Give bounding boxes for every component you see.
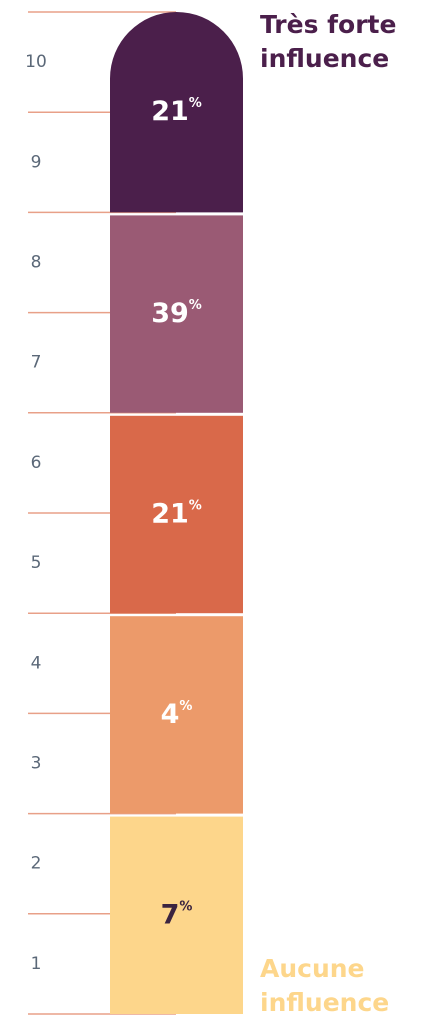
bar-segment [110, 415, 243, 614]
value-number: 21 [151, 96, 189, 127]
value-number: 4 [161, 698, 180, 729]
bar-segment [110, 616, 243, 814]
value-number: 21 [151, 498, 189, 529]
y-tick-label: 8 [31, 253, 42, 273]
value-unit: % [179, 899, 192, 914]
annotation: Très forte [260, 10, 396, 39]
y-tick-label: 7 [31, 353, 42, 373]
annotation: influence [260, 988, 389, 1017]
value-number: 39 [151, 298, 189, 329]
y-tick-label: 4 [31, 653, 42, 673]
y-tick-label: 5 [31, 553, 42, 573]
y-tick-label: 9 [31, 152, 42, 172]
value-label: 39% [151, 298, 202, 329]
value-unit: % [189, 298, 202, 313]
value-unit: % [189, 96, 202, 111]
value-label: 4% [161, 698, 193, 729]
value-label: 21% [151, 498, 202, 529]
bar-segment [110, 816, 243, 1014]
value-unit: % [179, 698, 192, 713]
value-number: 7 [161, 899, 180, 930]
value-label: 21% [151, 96, 202, 127]
y-tick-label: 10 [25, 52, 47, 72]
annotation: influence [260, 44, 389, 73]
bar-segment [110, 215, 243, 413]
value-label: 7% [161, 899, 193, 930]
y-tick-label: 1 [31, 954, 42, 974]
y-tick-label: 6 [31, 453, 42, 473]
y-tick-label: 3 [31, 754, 42, 774]
annotation: Aucune [260, 954, 365, 983]
y-tick-label: 2 [31, 854, 42, 874]
value-unit: % [189, 498, 202, 513]
bar-segment [110, 12, 243, 213]
